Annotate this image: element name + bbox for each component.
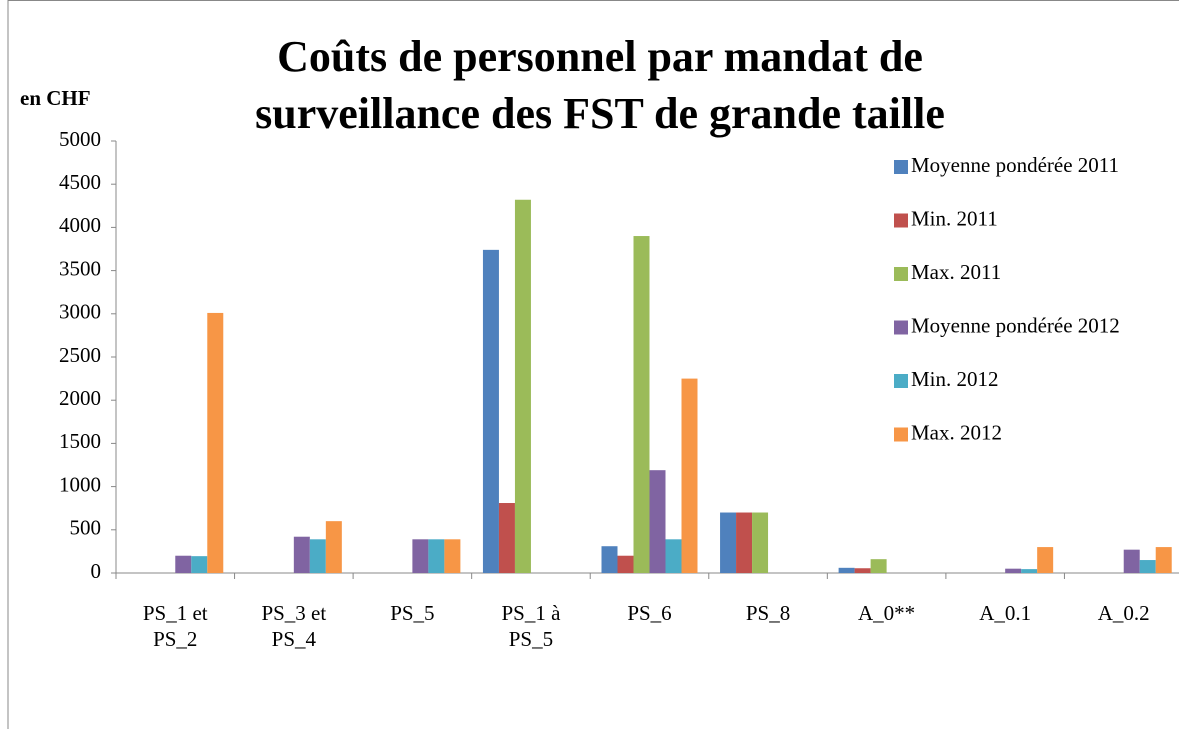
legend-swatch [894,427,908,442]
bar [325,521,342,573]
legend-label: Min. 2011 [911,206,998,230]
legend-swatch [894,374,908,388]
y-tick-label: 5000 [59,127,101,151]
y-tick-label: 4000 [59,213,101,237]
bar [309,539,326,573]
y-axis-label: en CHF [20,86,91,110]
y-tick-label: 500 [70,516,102,540]
bar [601,546,618,573]
y-tick-label: 2000 [59,386,101,410]
y-tick-label: 0 [91,559,102,583]
bar [752,512,769,573]
bar [1005,568,1022,573]
bar [293,536,310,573]
bar [665,539,682,573]
legend-label: Max. 2012 [911,420,1002,444]
chart-title: Coûts de personnel par mandat de surveil… [255,32,945,138]
bar [482,249,499,573]
x-tick-label: PS_1 et PS_2 [142,601,208,651]
bar [1021,569,1038,573]
bar [514,199,531,573]
x-tick-label: PS_3 et PS_4 [261,601,327,651]
x-tick-label: PS_6 [627,601,672,625]
x-tick-label: PS_5 [390,601,435,625]
x-tick-label: A_0** [858,601,916,625]
legend-swatch [894,160,908,174]
y-tick-label: 2500 [59,343,101,367]
bar [617,555,634,573]
legend-label: Moyenne pondérée 2012 [911,313,1120,337]
bar [444,539,461,573]
y-tick-label: 4500 [59,170,101,194]
legend-label: Min. 2012 [911,367,999,391]
bar [1037,547,1054,573]
bar [175,555,192,573]
bar [1155,547,1172,573]
bar [498,503,515,573]
legend-label: Moyenne pondérée 2011 [911,153,1119,177]
bar [1139,560,1156,573]
bar [412,539,429,573]
bar [870,559,887,573]
bar [428,539,445,573]
x-tick-label: PS_8 [745,601,791,625]
bar [207,312,224,573]
y-tick-label: 3500 [59,256,101,280]
legend-swatch [894,267,908,281]
bar [681,378,698,573]
bar [649,470,666,573]
y-tick-label: 1000 [59,472,101,496]
bar [633,236,650,574]
bar [838,567,855,573]
x-tick-label: A_0.2 [1097,601,1150,625]
bar [736,512,753,573]
legend-swatch [894,213,908,228]
frame [7,0,1179,729]
x-tick-label: A_0.1 [979,601,1032,625]
bar [191,556,208,573]
legend-swatch [894,320,908,335]
y-tick-label: 3000 [59,300,101,324]
x-tick-label: PS_1 à PS_5 [501,601,561,651]
bar [1123,549,1140,573]
y-tick-label: 1500 [59,429,101,453]
legend-label: Max. 2011 [911,260,1001,284]
bar [720,512,737,573]
bar [854,568,871,573]
